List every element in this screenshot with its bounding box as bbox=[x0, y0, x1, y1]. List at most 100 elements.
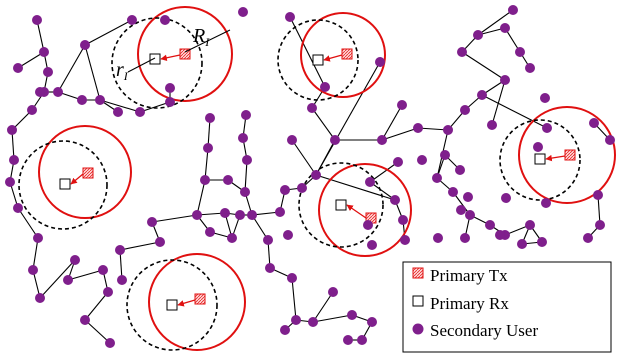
secondary-link bbox=[32, 237, 39, 271]
secondary-link bbox=[244, 159, 248, 193]
secondary-user-node bbox=[155, 237, 165, 247]
secondary-user-node bbox=[32, 15, 42, 25]
primary-cell bbox=[111, 6, 233, 109]
secondary-user-node bbox=[328, 287, 338, 297]
secondary-user-node bbox=[393, 157, 403, 167]
secondary-link bbox=[417, 127, 449, 131]
secondary-user-node bbox=[583, 233, 593, 243]
primary-rx-legend-icon bbox=[412, 295, 424, 307]
secondary-link bbox=[291, 277, 297, 321]
secondary-user-node bbox=[537, 237, 547, 247]
secondary-user-node bbox=[443, 125, 453, 135]
secondary-link bbox=[139, 101, 171, 113]
primary-rx-marker bbox=[312, 54, 324, 66]
secondary-user-node bbox=[457, 47, 467, 57]
outer-radius-label: RI bbox=[192, 25, 210, 49]
secondary-user-node bbox=[280, 325, 290, 335]
secondary-user-node bbox=[43, 67, 53, 77]
secondary-link bbox=[84, 291, 109, 321]
secondary-user-node bbox=[113, 107, 123, 117]
secondary-link bbox=[84, 44, 101, 101]
secondary-user-node bbox=[165, 97, 175, 107]
secondary-link bbox=[597, 194, 601, 226]
secondary-link bbox=[491, 79, 506, 126]
primary-cell bbox=[18, 125, 132, 230]
primary-rx-marker bbox=[534, 153, 546, 165]
primary-tx-marker bbox=[341, 48, 353, 60]
secondary-user-node bbox=[263, 235, 273, 245]
secondary-link bbox=[315, 174, 396, 201]
secondary-user-node bbox=[397, 100, 407, 110]
secondary-user-node bbox=[367, 240, 377, 250]
secondary-link bbox=[312, 314, 353, 323]
rx-protection-circle bbox=[298, 162, 384, 248]
secondary-user-node bbox=[135, 107, 145, 117]
primary-tx-marker bbox=[194, 293, 206, 305]
secondary-user-node bbox=[525, 220, 535, 230]
legend: Primary Tx Primary Rx Secondary User bbox=[402, 261, 612, 353]
secondary-link bbox=[119, 241, 161, 251]
secondary-user-node bbox=[280, 185, 290, 195]
secondary-user-node bbox=[95, 95, 105, 105]
secondary-link bbox=[461, 51, 506, 81]
secondary-user-node bbox=[343, 335, 353, 345]
rx-protection-circle bbox=[499, 119, 581, 201]
secondary-user-node bbox=[465, 210, 475, 220]
rx-protection-circle bbox=[126, 259, 218, 351]
secondary-user-node bbox=[53, 87, 63, 97]
secondary-user-node bbox=[192, 210, 202, 220]
radius-annotation: RI rI bbox=[116, 25, 231, 83]
secondary-user-node bbox=[13, 203, 23, 213]
secondary-user-node bbox=[347, 310, 357, 320]
secondary-user-node bbox=[517, 239, 527, 249]
rx-protection-circle bbox=[277, 19, 359, 101]
secondary-user-node bbox=[390, 195, 400, 205]
secondary-link bbox=[67, 269, 104, 281]
outer-radius-line bbox=[184, 29, 231, 53]
secondary-user-node bbox=[487, 120, 497, 130]
secondary-user-node bbox=[147, 217, 157, 227]
secondary-user-node bbox=[98, 265, 108, 275]
secondary-user-node bbox=[367, 317, 377, 327]
secondary-link bbox=[381, 127, 419, 141]
tx-coverage-circle bbox=[318, 163, 412, 257]
primary-link-arrow bbox=[323, 54, 343, 62]
secondary-user-node bbox=[70, 255, 80, 265]
primary-rx-marker bbox=[335, 199, 347, 211]
secondary-user-node bbox=[477, 90, 487, 100]
secondary-user-node bbox=[440, 150, 450, 160]
secondary-user-node bbox=[595, 220, 605, 230]
secondary-user-node bbox=[291, 315, 301, 325]
primary-cells bbox=[18, 6, 616, 351]
secondary-user-node bbox=[77, 95, 87, 105]
primary-cell bbox=[277, 12, 386, 101]
secondary-user-node bbox=[200, 175, 210, 185]
secondary-user-node bbox=[265, 263, 275, 273]
secondary-user-node bbox=[320, 82, 330, 92]
primary-rx-marker bbox=[59, 178, 71, 190]
legend-primary-rx: Primary Rx bbox=[430, 294, 509, 313]
primary-cell bbox=[126, 253, 246, 351]
secondary-user-node bbox=[287, 135, 297, 145]
secondary-link bbox=[477, 9, 514, 36]
secondary-link bbox=[57, 44, 86, 93]
secondary-user-node bbox=[448, 187, 458, 197]
secondary-user-node bbox=[515, 47, 525, 57]
secondary-user-node bbox=[460, 233, 470, 243]
secondary-user-node bbox=[240, 187, 250, 197]
inner-radius-line bbox=[127, 57, 156, 73]
secondary-user-node bbox=[495, 230, 505, 240]
tx-coverage-circle bbox=[38, 125, 132, 219]
secondary-link bbox=[17, 51, 45, 69]
secondary-user-node bbox=[456, 205, 466, 215]
primary-rx-marker bbox=[149, 53, 161, 65]
secondary-user-node bbox=[285, 12, 295, 22]
secondary-user-node bbox=[103, 287, 113, 297]
primary-tx-marker bbox=[564, 149, 576, 161]
secondary-user-node bbox=[33, 233, 43, 243]
secondary-user-node bbox=[235, 210, 245, 220]
legend-box bbox=[402, 261, 612, 353]
secondary-user-node bbox=[311, 170, 321, 180]
primary-link-arrow bbox=[346, 204, 367, 219]
